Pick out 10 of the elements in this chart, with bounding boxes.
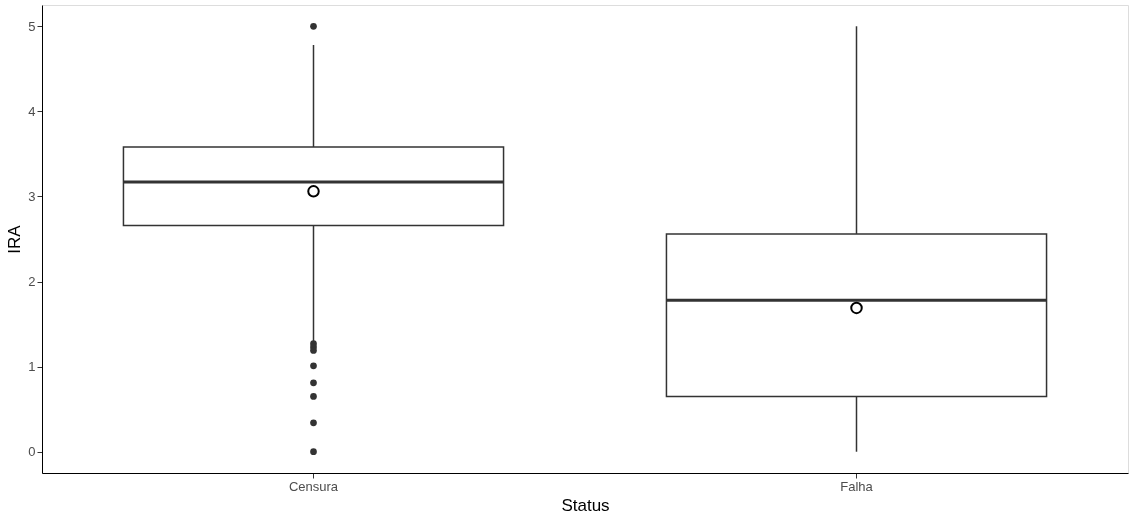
y-tick-label: 2 bbox=[28, 274, 36, 290]
x-tick-label: Censura bbox=[288, 478, 339, 494]
y-tick-label: 3 bbox=[28, 188, 36, 204]
x-tick-label: Falha bbox=[840, 478, 874, 494]
y-tick-label: 4 bbox=[28, 103, 36, 119]
y-axis-title: IRA bbox=[5, 224, 25, 254]
x-axis-title: Status bbox=[561, 495, 610, 515]
y-tick-label: 1 bbox=[28, 359, 36, 375]
y-tick-label: 0 bbox=[28, 444, 36, 460]
y-tick-label: 5 bbox=[28, 18, 36, 34]
